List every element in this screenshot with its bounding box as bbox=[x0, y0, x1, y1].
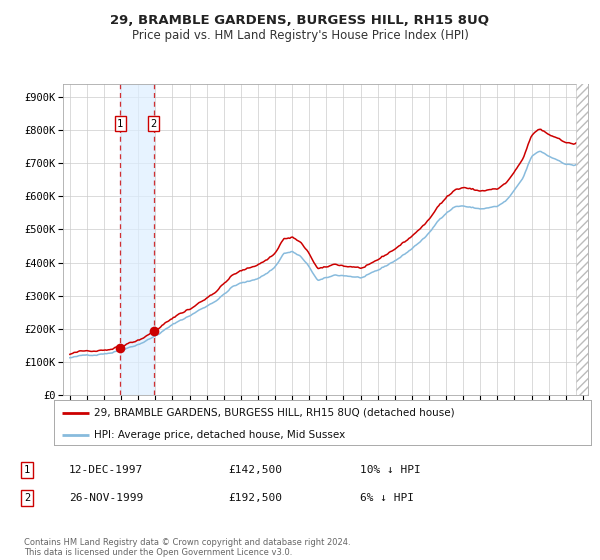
Text: £142,500: £142,500 bbox=[228, 465, 282, 475]
Text: Price paid vs. HM Land Registry's House Price Index (HPI): Price paid vs. HM Land Registry's House … bbox=[131, 29, 469, 42]
Text: 29, BRAMBLE GARDENS, BURGESS HILL, RH15 8UQ: 29, BRAMBLE GARDENS, BURGESS HILL, RH15 … bbox=[110, 14, 490, 27]
Bar bbox=[120, 84, 154, 395]
Text: 2: 2 bbox=[24, 493, 30, 503]
Text: 10% ↓ HPI: 10% ↓ HPI bbox=[360, 465, 421, 475]
Text: Contains HM Land Registry data © Crown copyright and database right 2024.
This d: Contains HM Land Registry data © Crown c… bbox=[24, 538, 350, 557]
Text: 29, BRAMBLE GARDENS, BURGESS HILL, RH15 8UQ (detached house): 29, BRAMBLE GARDENS, BURGESS HILL, RH15 … bbox=[94, 408, 455, 418]
Text: HPI: Average price, detached house, Mid Sussex: HPI: Average price, detached house, Mid … bbox=[94, 430, 346, 440]
Text: 2: 2 bbox=[151, 119, 157, 129]
Text: 26-NOV-1999: 26-NOV-1999 bbox=[69, 493, 143, 503]
Text: 12-DEC-1997: 12-DEC-1997 bbox=[69, 465, 143, 475]
Text: 6% ↓ HPI: 6% ↓ HPI bbox=[360, 493, 414, 503]
Text: 1: 1 bbox=[117, 119, 124, 129]
Text: £192,500: £192,500 bbox=[228, 493, 282, 503]
Text: 1: 1 bbox=[24, 465, 30, 475]
